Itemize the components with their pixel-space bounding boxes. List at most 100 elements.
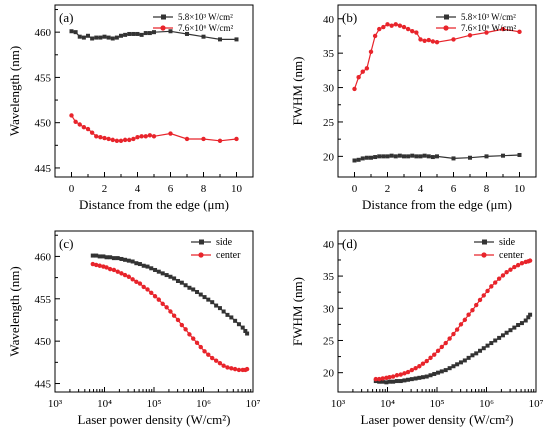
data-point — [397, 23, 403, 28]
data-point — [377, 376, 382, 382]
data-point — [115, 256, 120, 261]
data-point — [517, 29, 522, 35]
data-point — [406, 377, 411, 382]
data-point — [202, 295, 207, 300]
data-point — [402, 154, 406, 159]
data-point — [387, 379, 392, 384]
data-point — [156, 269, 161, 274]
data-point — [393, 22, 398, 27]
data-point — [102, 135, 107, 141]
x-tick-label: 8 — [201, 183, 207, 195]
data-point — [432, 352, 437, 357]
data-point — [451, 331, 456, 337]
data-point — [122, 137, 128, 143]
data-point — [389, 23, 394, 28]
y-tick-label: 455 — [35, 294, 52, 306]
x-tick-label: 2 — [385, 183, 391, 195]
data-point — [234, 37, 239, 42]
data-point — [360, 69, 365, 74]
legend-label: center — [216, 250, 241, 261]
panel-label: (d) — [342, 236, 357, 251]
y-tick-label: 30 — [323, 303, 335, 315]
legend-label: side — [499, 237, 516, 248]
data-point — [147, 31, 152, 36]
data-point — [201, 136, 206, 142]
data-point — [485, 343, 490, 348]
data-point — [160, 301, 165, 307]
data-point — [398, 372, 403, 377]
data-point — [435, 154, 439, 159]
data-point — [406, 154, 411, 159]
data-point — [426, 37, 431, 43]
data-point — [409, 367, 415, 373]
data-point — [484, 30, 489, 35]
data-point — [187, 332, 192, 337]
series-red — [69, 113, 239, 143]
data-point — [236, 322, 241, 327]
data-point — [152, 294, 158, 299]
y-tick-label: 450 — [35, 118, 52, 130]
legend-label: 7.6×10⁶ W/cm² — [461, 23, 517, 33]
data-point — [455, 362, 460, 367]
data-point — [131, 31, 136, 36]
legend-label: 5.8×10³ W/cm² — [461, 12, 516, 22]
data-point — [508, 267, 513, 272]
data-point — [387, 374, 392, 380]
data-point — [417, 375, 422, 380]
data-point — [447, 366, 452, 371]
data-point — [183, 283, 188, 288]
data-point — [210, 355, 215, 361]
series-line — [353, 23, 520, 90]
data-point — [364, 66, 370, 71]
data-point — [385, 22, 390, 27]
data-point — [122, 272, 128, 278]
data-point — [508, 328, 513, 333]
data-point — [141, 263, 146, 268]
data-point — [478, 348, 483, 353]
legend-marker — [481, 252, 487, 258]
data-point — [104, 265, 109, 270]
data-point — [152, 30, 156, 35]
data-point — [245, 331, 250, 336]
data-point — [466, 312, 471, 317]
data-point — [504, 330, 509, 335]
data-point — [496, 276, 502, 281]
y-axis-label: Wavelength (nm) — [7, 266, 22, 356]
data-point — [206, 352, 211, 357]
y-tick-label: 460 — [35, 27, 52, 39]
data-point — [225, 312, 230, 317]
data-point — [131, 136, 136, 142]
panel-d: 10³ 10⁴ 10⁵ 10⁶ 10⁷ 20 25 30 35 40 Laser power den… — [290, 230, 544, 427]
data-point — [426, 154, 431, 159]
data-point — [385, 154, 390, 159]
y-tick-label: 460 — [35, 251, 52, 263]
data-point — [436, 370, 441, 375]
data-point — [137, 281, 143, 286]
data-point — [114, 138, 120, 143]
legend-marker — [160, 25, 166, 31]
data-point — [168, 131, 173, 136]
data-point — [94, 134, 99, 139]
data-point — [123, 32, 128, 37]
data-point — [418, 154, 423, 159]
y-axis-label: FWHM (nm) — [290, 277, 305, 346]
series-black — [373, 312, 533, 385]
x-axis-label: Distance from the edge (μm) — [362, 197, 512, 212]
x-tick-label: 10³ — [331, 398, 346, 410]
data-point — [153, 267, 158, 272]
data-point — [484, 154, 489, 159]
data-point — [243, 328, 248, 333]
data-point — [187, 285, 192, 290]
y-tick-label: 25 — [323, 335, 335, 347]
data-point — [397, 153, 402, 158]
data-point — [102, 34, 107, 39]
data-point — [139, 32, 144, 37]
data-point — [360, 156, 365, 161]
data-point — [77, 122, 82, 127]
data-point — [111, 267, 117, 273]
data-point — [97, 263, 102, 268]
data-point — [97, 254, 102, 259]
data-point — [497, 335, 502, 340]
panel-a: 0 2 4 6 8 10 445 450 455 460 Distance from the edg… — [7, 4, 254, 212]
data-point — [172, 276, 177, 281]
